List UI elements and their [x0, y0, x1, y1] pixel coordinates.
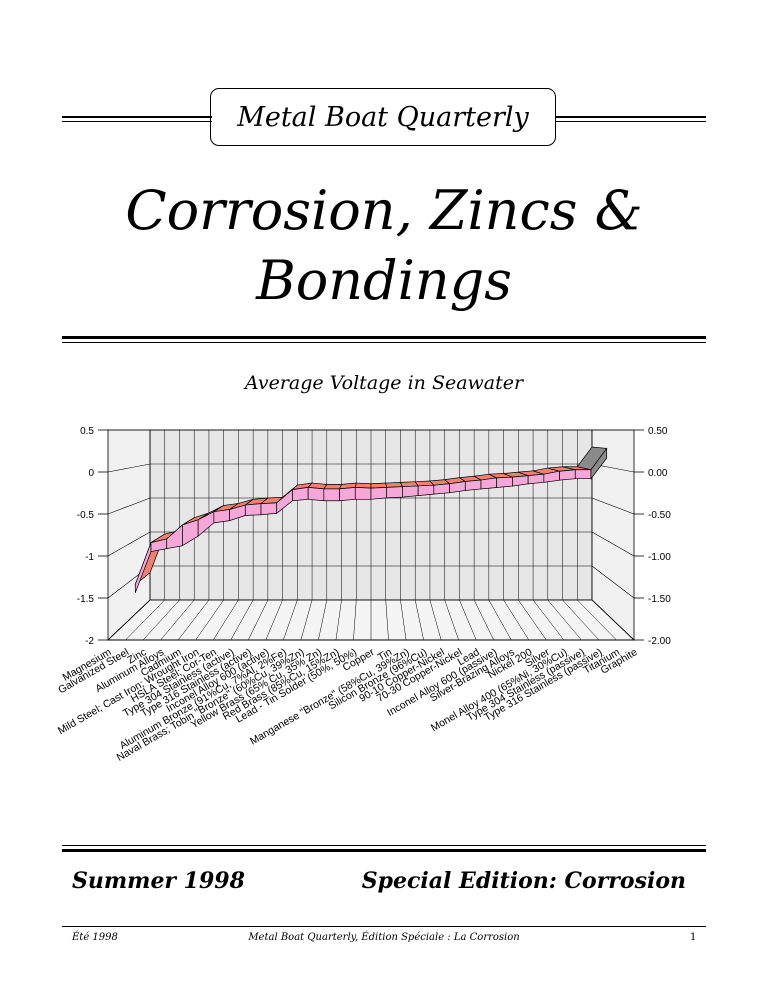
band-top-face [323, 484, 343, 490]
band-front-face [370, 487, 388, 500]
gridline-floor [547, 599, 582, 641]
gridline-floor [532, 599, 565, 641]
gridline-floor [230, 599, 254, 641]
masthead-rule-left-thin [62, 121, 212, 122]
masthead-title: Metal Boat Quarterly [237, 101, 529, 133]
gridline-floor [518, 599, 547, 641]
gridline-floor [385, 599, 389, 641]
gridline-floor [283, 599, 298, 641]
gridline-floor [577, 599, 617, 641]
gridline-floor [459, 599, 477, 641]
y-tick-label-left: -1.5 [77, 594, 95, 605]
band-front-face [292, 487, 309, 502]
masthead-rule-right [556, 116, 706, 118]
chart-axes: 0.5 0.50 0 0.00 -0.5 -0.50 -1 -1.00 -1.5 -1.50 -2 -… [77, 426, 671, 647]
gridline-floor [444, 599, 459, 641]
chart-grid [107, 429, 635, 641]
band-front-face [354, 487, 372, 500]
gridline-left [107, 463, 151, 473]
band-front-face [213, 509, 230, 524]
title-rule-thick [62, 336, 706, 339]
gridline-floor [400, 599, 407, 641]
masthead-rule-left [62, 116, 212, 118]
band-front-face [496, 476, 513, 488]
gridline-floor [591, 599, 635, 641]
gridline-floor [562, 599, 600, 641]
title-rule-thin [62, 342, 706, 343]
footer-season: Summer 1998 [72, 868, 245, 894]
footer-small-left: Été 1998 [72, 932, 118, 943]
main-title-line2: Bondings [256, 249, 512, 312]
gridline-floor [503, 599, 530, 641]
y-tick-label-left: 0.5 [80, 426, 94, 437]
bottom-rule-thin [62, 845, 706, 846]
band-front-face [559, 469, 576, 481]
masthead-rule-right-thin [556, 121, 706, 122]
gridline-floor [195, 599, 224, 641]
gridline-floor [212, 599, 239, 641]
band-front-face [512, 475, 529, 487]
y-tick-label-right: -2.00 [648, 636, 671, 647]
footer-small-center: Metal Boat Quarterly, Édition Spéciale :… [248, 932, 520, 943]
gridline-floor [265, 599, 283, 641]
gridline-floor [142, 599, 180, 641]
gridline-floor [429, 599, 442, 641]
band-front-face [480, 477, 498, 490]
y-tick-label-left: 0 [88, 468, 94, 479]
masthead-box: Metal Boat Quarterly [210, 88, 556, 146]
main-title-line1: Corrosion, Zincs & [125, 179, 643, 242]
gridline-right [591, 497, 635, 515]
gridline-floor [353, 599, 357, 641]
y-tick-label-right: -1.00 [648, 552, 671, 563]
y-tick-label-left: -2 [85, 636, 94, 647]
gridline-floor [414, 599, 424, 641]
page-number: 1 [690, 932, 697, 943]
footer-rule [62, 926, 706, 927]
band-front-face [417, 484, 435, 497]
gridline-floor [488, 599, 512, 641]
y-tick-label-right: -1.50 [648, 594, 671, 605]
gridline-left [107, 497, 151, 515]
footer-edition: Special Edition: Corrosion [361, 868, 686, 894]
band-front-face [574, 469, 592, 480]
gridline-left [107, 531, 151, 557]
gridline-floor [318, 599, 328, 641]
gridline-floor [300, 599, 313, 641]
chart-title: Average Voltage in Seawater [244, 372, 524, 394]
y-tick-label-right: -0.50 [648, 510, 671, 521]
gridline-right [591, 565, 635, 599]
band-front-face [386, 486, 403, 499]
band-front-face [402, 485, 419, 498]
band-front-face [464, 479, 482, 491]
y-tick-label-right: 0.00 [648, 468, 668, 479]
band-front-face [449, 481, 466, 494]
y-tick-label-right: 0.50 [648, 426, 668, 437]
band-front-face [244, 503, 262, 516]
gridline-floor [160, 599, 195, 641]
gridline-right [591, 531, 635, 557]
band-front-face [260, 502, 278, 516]
gridline-floor [107, 599, 151, 641]
band-front-face [307, 487, 325, 502]
y-tick-label-left: -0.5 [77, 510, 95, 521]
band-front-face [339, 487, 356, 502]
band-front-face [323, 488, 340, 502]
band-front-face [433, 483, 450, 495]
gridline-floor [335, 599, 342, 641]
y-tick-label-left: -1 [85, 552, 94, 563]
gridline-floor [248, 599, 269, 641]
bottom-rule-thick [62, 849, 706, 852]
band-front-face [590, 447, 608, 480]
gridline-floor [473, 599, 494, 641]
chart-band [134, 446, 608, 593]
gridline-floor [125, 599, 165, 641]
band-front-face [527, 473, 545, 485]
gridline-floor [177, 599, 210, 641]
